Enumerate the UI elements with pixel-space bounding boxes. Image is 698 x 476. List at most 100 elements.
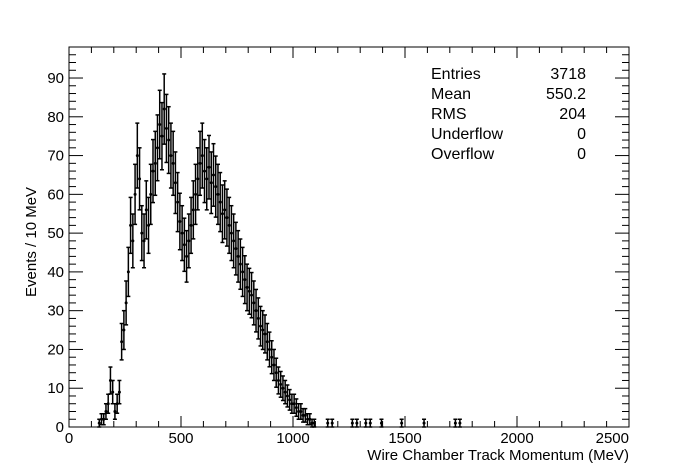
data-point xyxy=(238,238,243,291)
data-point xyxy=(276,366,281,395)
data-point xyxy=(307,413,312,426)
point-marker xyxy=(124,301,128,305)
point-marker xyxy=(106,402,110,406)
data-point xyxy=(231,213,236,269)
point-marker xyxy=(232,239,236,243)
point-marker xyxy=(301,413,305,417)
point-marker xyxy=(178,219,182,223)
stats-label: Mean xyxy=(431,86,471,103)
data-point xyxy=(195,147,200,211)
point-marker xyxy=(155,146,159,150)
point-marker xyxy=(216,192,220,196)
point-marker xyxy=(189,223,193,227)
data-point xyxy=(186,213,191,269)
data-point xyxy=(229,204,234,262)
y-tick-label: 40 xyxy=(47,264,64,281)
data-point xyxy=(103,402,108,420)
data-point xyxy=(133,163,138,226)
y-tick-label: 90 xyxy=(47,70,64,87)
data-point xyxy=(249,271,254,319)
axis-ticks: 0 500 1000 1500 2000 2500 0 10 20 30 40 50 60 70 80 90 xyxy=(47,46,630,447)
point-marker xyxy=(270,355,274,359)
data-point xyxy=(115,393,120,414)
point-marker xyxy=(279,382,283,386)
point-marker xyxy=(120,340,124,344)
point-marker xyxy=(292,402,296,406)
point-marker xyxy=(218,200,222,204)
point-marker xyxy=(299,409,303,413)
point-marker xyxy=(281,386,285,390)
data-point xyxy=(294,398,299,418)
point-marker xyxy=(241,270,245,274)
point-marker xyxy=(117,390,121,394)
point-marker xyxy=(185,254,189,258)
data-point xyxy=(164,93,169,164)
data-point xyxy=(189,196,194,255)
y-tick-label: 60 xyxy=(47,186,64,203)
point-marker xyxy=(209,181,213,185)
data-point xyxy=(155,114,160,182)
data-points xyxy=(97,73,462,428)
y-tick-label: 0 xyxy=(56,419,64,436)
data-point xyxy=(303,407,308,423)
data-point xyxy=(171,130,176,197)
x-tick-label: 500 xyxy=(168,430,193,447)
point-marker xyxy=(247,289,251,293)
data-point xyxy=(137,147,142,211)
point-marker xyxy=(164,126,168,130)
point-marker xyxy=(285,394,289,398)
data-point xyxy=(258,305,263,347)
data-point xyxy=(112,402,117,420)
point-marker xyxy=(274,371,278,375)
y-tick-label: 10 xyxy=(47,380,64,397)
point-marker xyxy=(265,340,269,344)
point-marker xyxy=(200,154,204,158)
point-marker xyxy=(160,134,164,138)
data-point xyxy=(135,122,140,189)
point-marker xyxy=(182,243,186,247)
point-marker xyxy=(187,239,191,243)
point-marker xyxy=(133,192,137,196)
point-marker xyxy=(290,402,294,406)
point-marker xyxy=(245,285,249,289)
point-marker xyxy=(225,216,229,220)
point-marker xyxy=(283,390,287,394)
data-point xyxy=(119,322,124,361)
point-marker xyxy=(368,421,372,425)
point-marker xyxy=(220,212,224,216)
point-marker xyxy=(259,324,263,328)
data-point xyxy=(106,393,111,414)
data-point xyxy=(256,297,261,340)
data-point xyxy=(213,155,218,218)
point-marker xyxy=(364,421,368,425)
data-point xyxy=(207,134,211,200)
point-marker xyxy=(191,208,195,212)
data-point xyxy=(245,263,250,312)
point-marker xyxy=(254,309,258,313)
point-marker xyxy=(173,181,177,185)
point-marker xyxy=(263,332,267,336)
data-point xyxy=(130,213,135,269)
data-point xyxy=(182,217,187,273)
y-tick-label: 20 xyxy=(47,341,64,358)
data-point xyxy=(222,180,227,240)
point-marker xyxy=(104,409,108,413)
x-tick-label: 2000 xyxy=(500,430,533,447)
data-point xyxy=(209,151,214,215)
stats-label: RMS xyxy=(431,106,467,123)
data-point xyxy=(162,73,167,145)
data-point xyxy=(166,105,171,175)
point-marker xyxy=(203,169,207,173)
point-marker xyxy=(176,200,180,204)
x-tick-label: 1500 xyxy=(388,430,421,447)
point-marker xyxy=(400,421,404,425)
data-point xyxy=(227,196,232,255)
point-marker xyxy=(250,293,254,297)
data-point xyxy=(292,393,297,414)
point-marker xyxy=(205,177,209,181)
data-point xyxy=(233,221,238,276)
data-point xyxy=(151,138,155,204)
point-marker xyxy=(234,247,238,251)
point-marker xyxy=(129,223,133,227)
point-marker xyxy=(272,363,276,367)
